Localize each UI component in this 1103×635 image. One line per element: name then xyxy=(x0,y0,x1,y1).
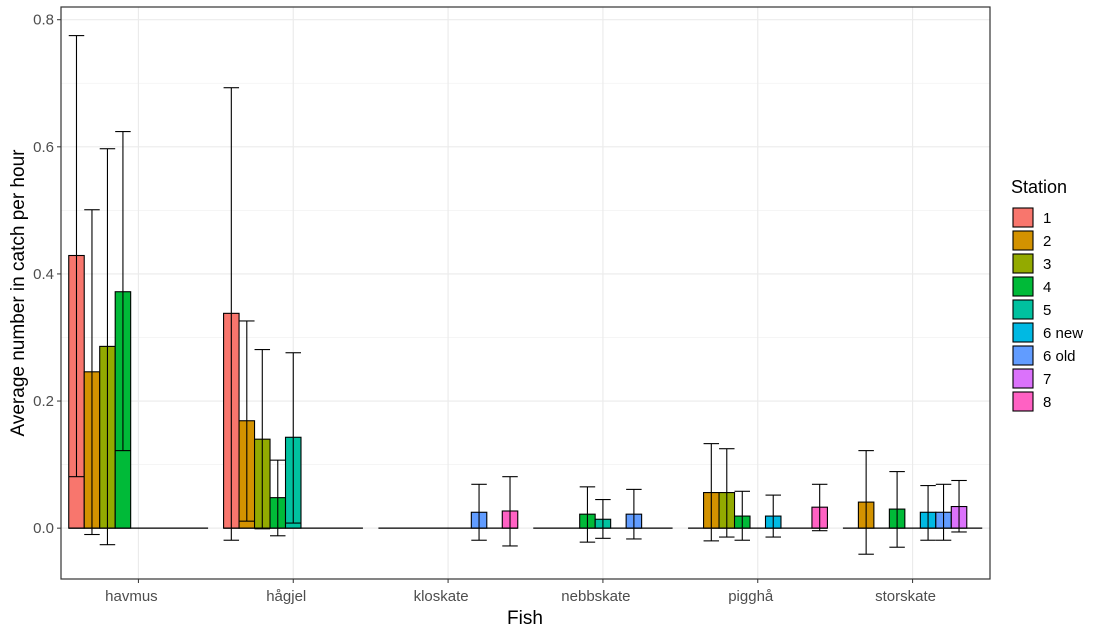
error-bar-pigghå-station-4 xyxy=(734,490,751,541)
legend-label: 6 new xyxy=(1043,325,1083,342)
legend-label: 1 xyxy=(1043,210,1051,227)
error-bar-nebbskate-station-4 xyxy=(579,486,596,543)
error-bar-havmus-station-4 xyxy=(115,131,131,452)
y-tick-label: 0.0 xyxy=(33,520,54,537)
legend-item-station-1: 1 xyxy=(1012,207,1051,228)
legend-key xyxy=(1012,276,1034,297)
legend-item-station-4: 4 xyxy=(1012,276,1051,297)
error-bar-hågjel-station-4 xyxy=(270,459,286,537)
error-bars xyxy=(68,35,967,555)
x-tick-label: havmus xyxy=(105,588,158,605)
legend-item-station-6-old: 6 old xyxy=(1012,345,1076,366)
y-axis-title: Average number in catch per hour xyxy=(8,149,29,437)
error-bar-storskate-station-4 xyxy=(889,471,905,548)
error-bar-hågjel-station-2 xyxy=(239,320,255,522)
grid xyxy=(61,7,990,579)
x-tick-label: kloskate xyxy=(414,588,469,605)
legend-item-station-5: 5 xyxy=(1012,299,1051,320)
legend-label: 6 old xyxy=(1043,348,1076,365)
legend-label: 4 xyxy=(1043,279,1051,296)
y-tick-label: 0.2 xyxy=(33,393,54,410)
error-bar-kloskate-station-6-old xyxy=(471,483,487,541)
legend-key xyxy=(1012,253,1034,274)
legend-title: Station xyxy=(1011,177,1067,197)
legend-item-station-2: 2 xyxy=(1012,230,1051,251)
error-bar-hågjel-station-5 xyxy=(285,352,301,524)
error-bar-storskate-station-6-new xyxy=(920,485,936,541)
legend-label: 3 xyxy=(1043,256,1051,273)
legend-key xyxy=(1012,207,1034,228)
legend-key xyxy=(1012,322,1034,343)
x-tick-label: hågjel xyxy=(266,588,306,605)
y-tick-label: 0.4 xyxy=(33,266,54,283)
legend-key xyxy=(1012,299,1034,320)
x-tick-label: pigghå xyxy=(728,588,774,605)
x-axis-title: Fish xyxy=(507,608,543,629)
error-bar-hågjel-station-3 xyxy=(254,349,271,530)
legend-label: 5 xyxy=(1043,302,1051,319)
legend-label: 7 xyxy=(1043,371,1051,388)
legend-item-station-3: 3 xyxy=(1012,253,1051,274)
y-axis-ticks: 0.0 0.2 0.4 0.6 0.8 xyxy=(33,12,61,537)
x-axis-ticks: havmus hågjel kloskate nebbskate pigghå stors… xyxy=(105,579,936,605)
error-bar-storskate-station-7 xyxy=(951,479,967,533)
error-bar-nebbskate-station-5 xyxy=(595,499,611,539)
error-bar-havmus-station-1 xyxy=(68,35,85,478)
y-tick-label: 0.8 xyxy=(33,12,54,29)
bars xyxy=(68,254,983,529)
legend-key xyxy=(1012,368,1034,389)
legend-key xyxy=(1012,391,1034,412)
legend-item-station-7: 7 xyxy=(1012,368,1051,389)
error-bar-havmus-station-3 xyxy=(99,148,116,546)
error-bar-pigghå-station-2 xyxy=(703,443,720,542)
y-tick-label: 0.6 xyxy=(33,139,54,156)
error-bar-kloskate-station-8 xyxy=(502,476,518,547)
error-bar-storskate-station-2 xyxy=(858,450,874,555)
legend-key xyxy=(1012,345,1034,366)
error-bar-pigghå-station-8 xyxy=(811,483,828,532)
legend-key xyxy=(1012,230,1034,251)
error-bar-havmus-station-2 xyxy=(84,209,100,536)
error-bar-pigghå-station-6-new xyxy=(765,494,781,538)
error-bar-nebbskate-station-6-old xyxy=(626,488,642,540)
legend-item-station-6-new: 6 new xyxy=(1012,322,1083,343)
error-bar-pigghå-station-3 xyxy=(719,448,735,538)
legend-item-station-8: 8 xyxy=(1012,391,1051,412)
x-tick-label: storskate xyxy=(875,588,936,605)
legend: Station 1 2 3 4 5 6 new 6 old 7 8 xyxy=(1011,177,1083,412)
legend-label: 2 xyxy=(1043,233,1051,250)
error-bar-storskate-station-6-old xyxy=(935,483,952,541)
legend-label: 8 xyxy=(1043,394,1051,411)
panel-border xyxy=(60,6,991,580)
error-bar-hågjel-station-1 xyxy=(223,87,240,541)
x-tick-label: nebbskate xyxy=(561,588,630,605)
